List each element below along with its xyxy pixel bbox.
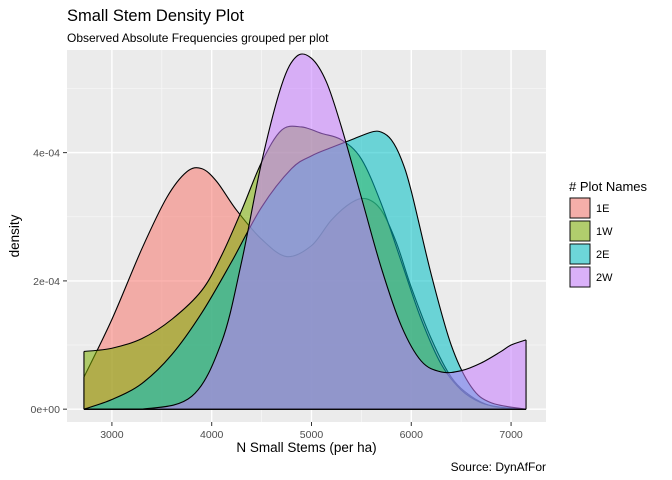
- chart-title: Small Stem Density Plot: [67, 7, 244, 25]
- y-tick-label: 2e-04: [33, 276, 60, 288]
- legend-swatch-2E: [569, 243, 591, 265]
- legend-label-2E: 2E: [596, 249, 609, 261]
- x-axis: 3000 4000 5000 6000 7000: [100, 422, 523, 441]
- density-line-2W: [83, 53, 527, 410]
- density-areas: [83, 53, 527, 410]
- x-tick-label: 5000: [300, 429, 324, 441]
- legend-swatch-1W: [569, 220, 591, 242]
- x-tick-label: 7000: [499, 429, 523, 441]
- density-area-2W: [83, 53, 527, 410]
- chart-subtitle: Observed Absolute Frequencies grouped pe…: [67, 31, 329, 45]
- x-axis-label: N Small Stems (per ha): [236, 440, 376, 455]
- legend-swatch-2W: [569, 266, 591, 288]
- chart-caption: Source: DynAfFor: [451, 460, 546, 474]
- y-tick-label: 4e-04: [33, 148, 60, 160]
- legend-label-2W: 2W: [596, 272, 613, 284]
- legend: # Plot Names 1E 1W 2E 2W: [569, 179, 648, 288]
- y-axis-label: density: [7, 214, 22, 257]
- x-tick-label: 6000: [400, 429, 424, 441]
- x-tick-label: 4000: [200, 429, 224, 441]
- density-line-2E: [83, 130, 527, 410]
- legend-label-1W: 1W: [596, 226, 613, 238]
- legend-label-1E: 1E: [596, 203, 609, 215]
- x-tick-label: 3000: [100, 429, 124, 441]
- y-tick-label: 0e+00: [31, 404, 61, 416]
- y-axis: 0e+00 2e-04 4e-04: [31, 148, 67, 416]
- legend-title: # Plot Names: [569, 179, 648, 194]
- legend-swatch-1E: [569, 197, 591, 219]
